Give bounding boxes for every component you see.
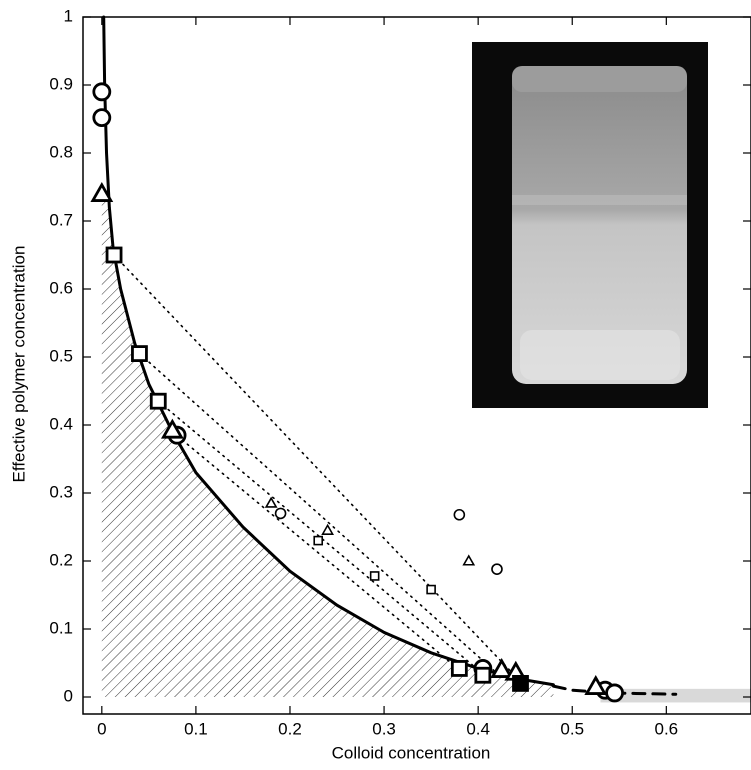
hatched-region <box>101 180 554 697</box>
marker-square <box>149 392 167 410</box>
y-tick-label: 1 <box>64 6 73 25</box>
plot-area <box>82 15 751 715</box>
line-dotted <box>113 254 517 678</box>
marker-circle <box>491 563 503 575</box>
marker-triangle <box>462 554 476 566</box>
marker-square <box>450 660 468 677</box>
y-tick-label: 0.9 <box>49 74 73 93</box>
x-tick-label: 0.3 <box>372 719 396 738</box>
marker-square <box>369 571 380 581</box>
marker-square <box>131 345 148 363</box>
inset-photo <box>472 42 708 408</box>
marker-triangle <box>160 418 184 439</box>
marker-square <box>474 666 492 684</box>
marker-square <box>426 584 436 595</box>
x-tick-label: 0.5 <box>560 719 584 738</box>
marker-triangle <box>584 674 608 695</box>
x-tick-label: 0 <box>97 719 106 738</box>
marker-circle <box>92 82 112 102</box>
y-tick-label: 0 <box>64 686 73 705</box>
line-dotted <box>138 352 498 674</box>
line-dotted <box>157 400 479 671</box>
x-tick-label: 0.4 <box>466 719 490 738</box>
y-tick-label: 0.5 <box>49 346 73 365</box>
y-tick-label: 0.2 <box>49 550 73 569</box>
marker-square <box>105 246 123 264</box>
x-tick-label: 0.6 <box>655 719 679 738</box>
marker-circle <box>274 507 287 520</box>
y-tick-label: 0.3 <box>49 482 73 501</box>
y-tick-label: 0.8 <box>49 142 73 161</box>
y-tick-label: 0.4 <box>49 414 73 433</box>
x-axis-label: Colloid concentration <box>332 743 491 762</box>
y-tick-label: 0.1 <box>49 618 73 637</box>
marker-square <box>313 535 324 546</box>
x-tick-label: 0.1 <box>184 719 208 738</box>
axes-frame <box>82 16 751 715</box>
marker-circle <box>605 683 624 703</box>
marker-triangle <box>264 496 278 508</box>
x-tick-label: 0.2 <box>278 719 302 738</box>
marker-circle <box>92 108 112 128</box>
marker-circle <box>453 508 466 521</box>
y-tick-label: 0.6 <box>49 278 73 297</box>
marker-triangle <box>490 657 514 678</box>
marker-triangle <box>90 181 114 202</box>
marker-triangle <box>321 523 334 535</box>
marker-square <box>512 675 529 692</box>
y-tick-label: 0.7 <box>49 210 73 229</box>
y-axis-label: Effective polymer concentration <box>9 246 28 483</box>
line-dashed <box>551 684 678 696</box>
